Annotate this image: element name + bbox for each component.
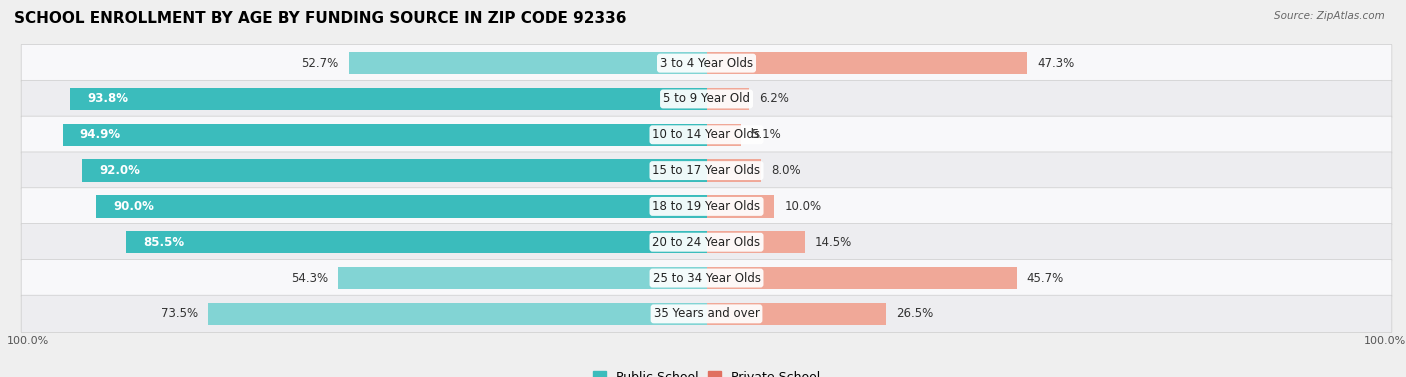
Bar <box>208 303 707 325</box>
Bar <box>96 195 707 218</box>
Bar <box>707 195 775 218</box>
Text: 5 to 9 Year Old: 5 to 9 Year Old <box>664 92 749 106</box>
Text: SCHOOL ENROLLMENT BY AGE BY FUNDING SOURCE IN ZIP CODE 92336: SCHOOL ENROLLMENT BY AGE BY FUNDING SOUR… <box>14 11 627 26</box>
FancyBboxPatch shape <box>21 152 1392 189</box>
Text: 6.2%: 6.2% <box>759 92 789 106</box>
Text: 14.5%: 14.5% <box>815 236 852 249</box>
Bar <box>339 267 707 289</box>
Text: 92.0%: 92.0% <box>100 164 141 177</box>
Bar <box>707 231 804 253</box>
Bar <box>83 159 707 182</box>
Text: 54.3%: 54.3% <box>291 271 328 285</box>
Text: Source: ZipAtlas.com: Source: ZipAtlas.com <box>1274 11 1385 21</box>
FancyBboxPatch shape <box>21 80 1392 118</box>
Bar <box>707 159 761 182</box>
FancyBboxPatch shape <box>21 295 1392 333</box>
Bar <box>70 88 707 110</box>
Text: 73.5%: 73.5% <box>160 307 198 320</box>
Legend: Public School, Private School: Public School, Private School <box>588 366 825 377</box>
FancyBboxPatch shape <box>21 116 1392 153</box>
Text: 10.0%: 10.0% <box>785 200 821 213</box>
FancyBboxPatch shape <box>21 188 1392 225</box>
Text: 3 to 4 Year Olds: 3 to 4 Year Olds <box>659 57 754 70</box>
Bar <box>63 124 707 146</box>
Bar <box>707 52 1028 74</box>
Text: 10 to 14 Year Olds: 10 to 14 Year Olds <box>652 128 761 141</box>
FancyBboxPatch shape <box>21 224 1392 261</box>
Bar <box>707 88 748 110</box>
Text: 52.7%: 52.7% <box>301 57 339 70</box>
Bar <box>349 52 707 74</box>
FancyBboxPatch shape <box>21 44 1392 82</box>
Text: 90.0%: 90.0% <box>112 200 153 213</box>
Text: 94.9%: 94.9% <box>80 128 121 141</box>
Bar <box>127 231 707 253</box>
Text: 25 to 34 Year Olds: 25 to 34 Year Olds <box>652 271 761 285</box>
Text: 8.0%: 8.0% <box>770 164 800 177</box>
FancyBboxPatch shape <box>21 259 1392 297</box>
Text: 85.5%: 85.5% <box>143 236 184 249</box>
Bar <box>707 267 1017 289</box>
Text: 5.1%: 5.1% <box>751 128 782 141</box>
Text: 47.3%: 47.3% <box>1038 57 1074 70</box>
Text: 26.5%: 26.5% <box>897 307 934 320</box>
Text: 20 to 24 Year Olds: 20 to 24 Year Olds <box>652 236 761 249</box>
Text: 15 to 17 Year Olds: 15 to 17 Year Olds <box>652 164 761 177</box>
Bar <box>707 124 741 146</box>
Text: 18 to 19 Year Olds: 18 to 19 Year Olds <box>652 200 761 213</box>
Bar <box>707 303 886 325</box>
Text: 35 Years and over: 35 Years and over <box>654 307 759 320</box>
Text: 93.8%: 93.8% <box>87 92 128 106</box>
Text: 45.7%: 45.7% <box>1026 271 1064 285</box>
